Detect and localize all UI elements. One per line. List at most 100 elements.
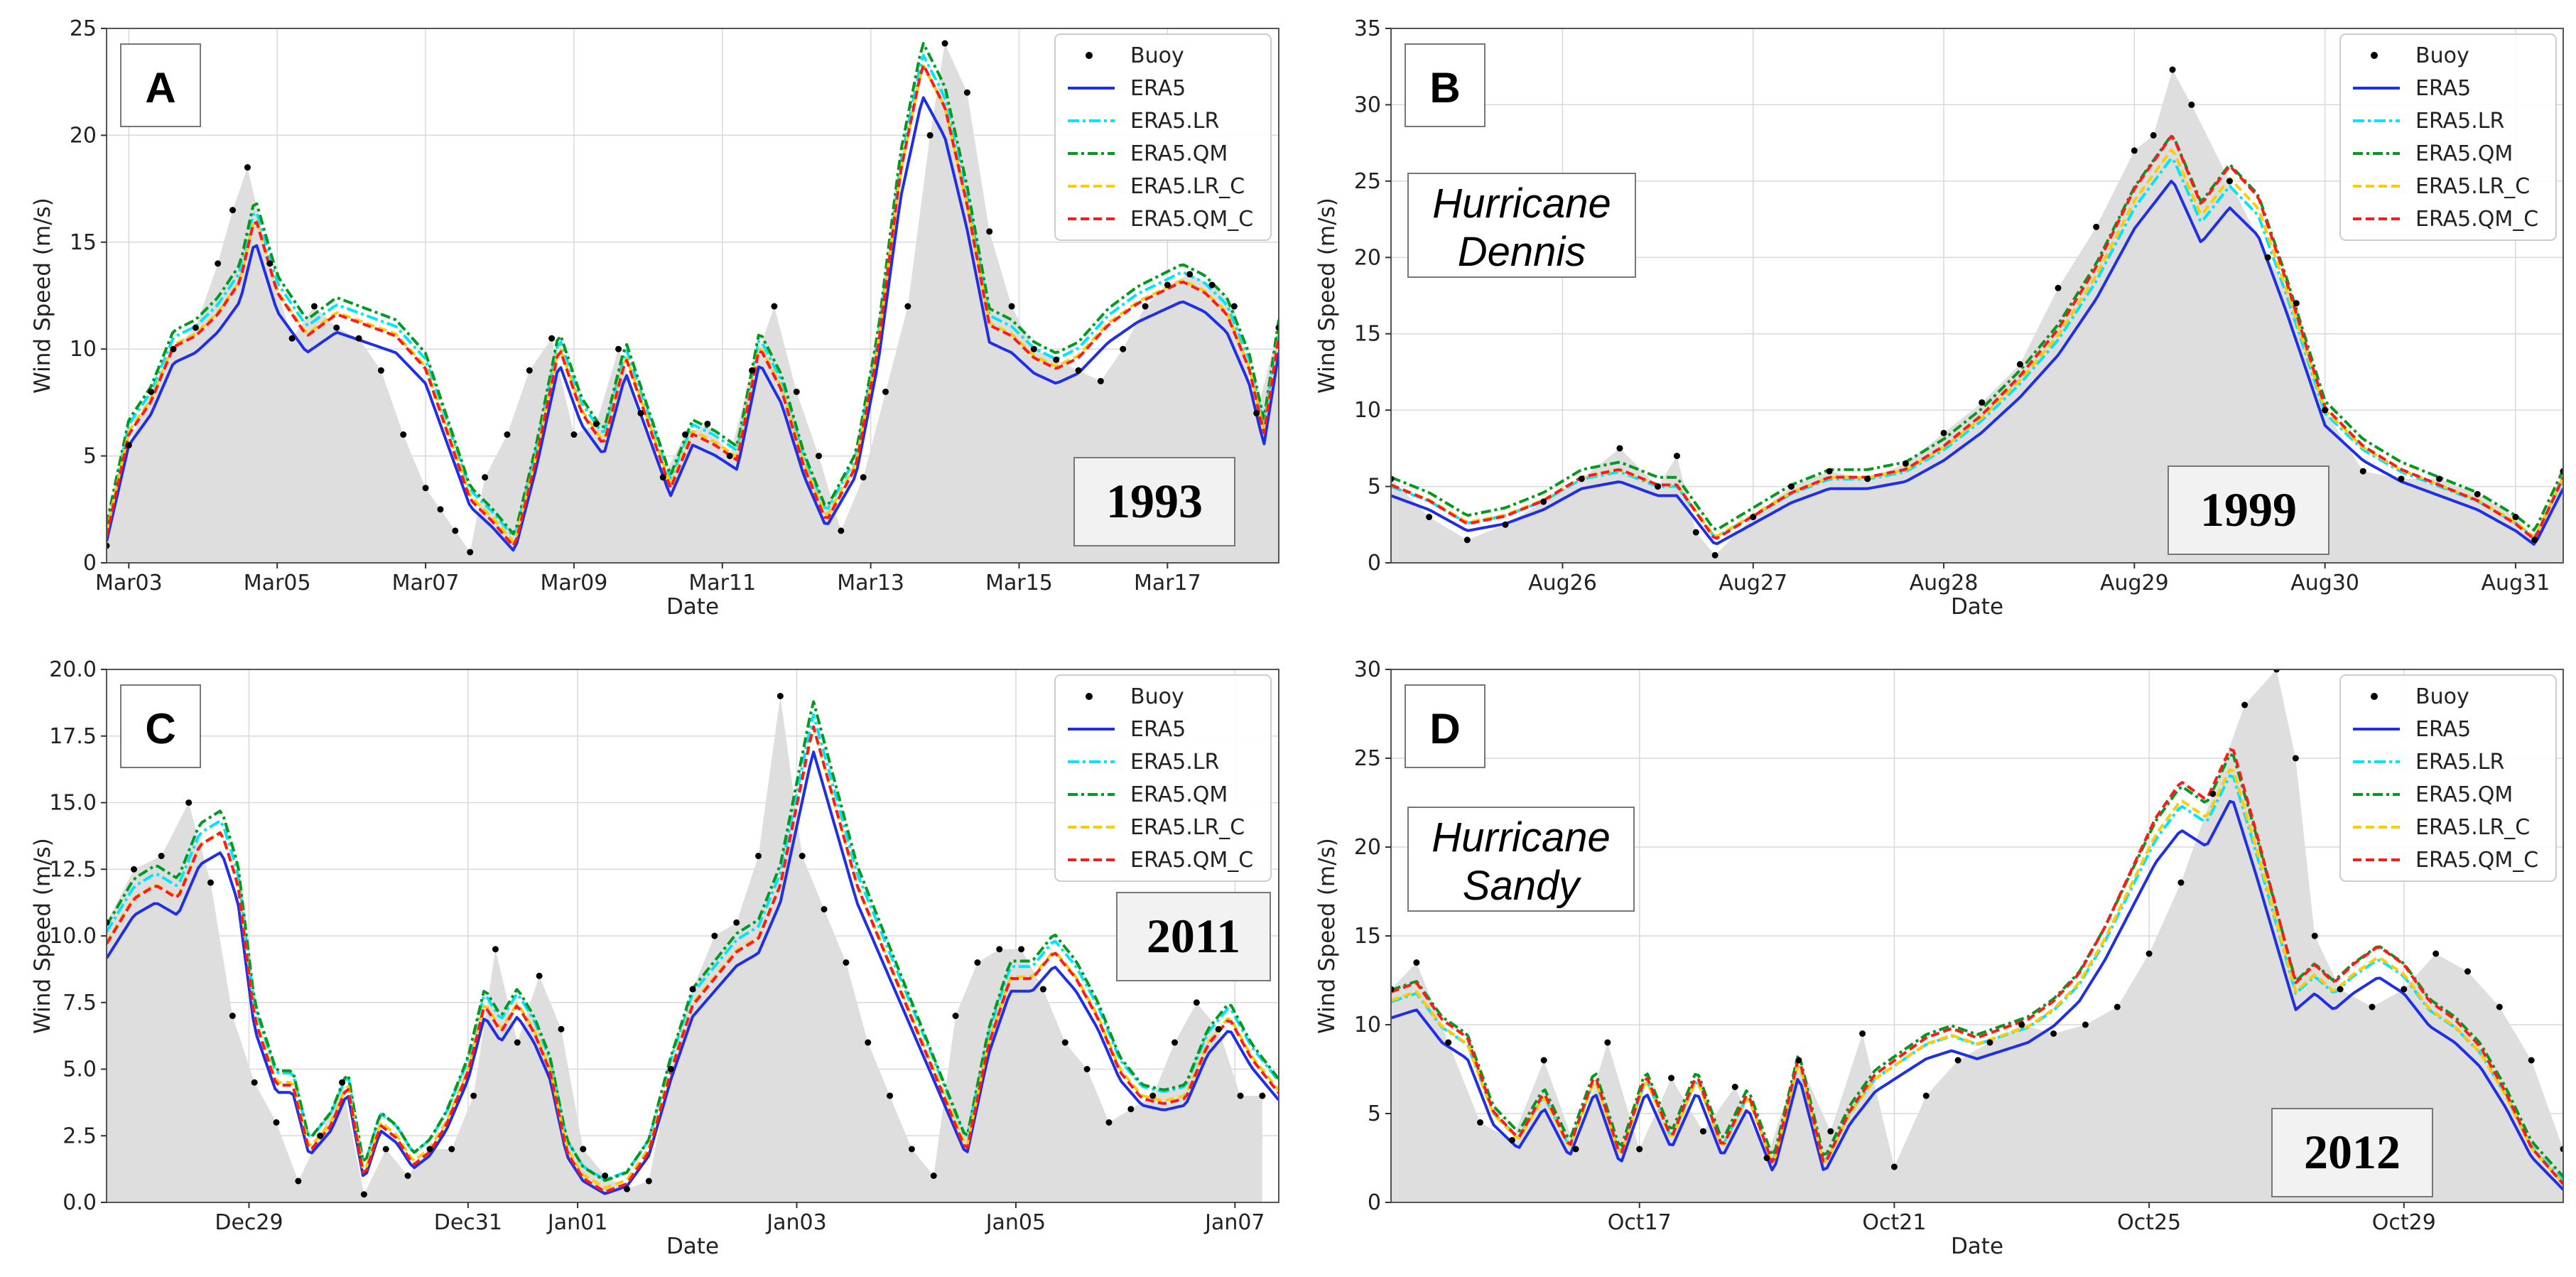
year-label: 1993: [1106, 474, 1203, 528]
buoy-point: [1508, 1137, 1515, 1143]
buoy-point: [1120, 345, 1127, 352]
buoy-point: [592, 420, 600, 427]
x-tick-label: Oct25: [2117, 1210, 2181, 1235]
buoy-point: [1540, 498, 1547, 505]
buoy-point: [2398, 475, 2405, 483]
legend-label: ERA5.LR: [2415, 109, 2504, 134]
y-tick-label: 10: [1354, 1013, 1381, 1038]
legend-label: ERA5.LR_C: [1130, 174, 1245, 199]
buoy-point: [1237, 1092, 1244, 1099]
buoy-point: [1954, 1057, 1961, 1064]
buoy-point: [244, 164, 251, 171]
legend-label: ERA5.LR_C: [2415, 174, 2530, 199]
buoy-point: [1902, 460, 1909, 467]
year-box: [1116, 892, 1271, 981]
buoy-point: [2474, 490, 2481, 497]
x-tick-label: Dec29: [215, 1210, 283, 1235]
buoy-point: [437, 506, 444, 513]
year-box: [2271, 1108, 2433, 1197]
buoy-point: [514, 1039, 521, 1046]
x-tick-label: Jan01: [546, 1210, 607, 1235]
panel-letter-box: [120, 43, 201, 127]
x-tick-label: Jan05: [985, 1210, 1046, 1235]
series-line-era5-lr: [1391, 156, 2563, 539]
panel-letter: B: [1429, 64, 1460, 112]
legend-label: ERA5.QM_C: [1130, 207, 1253, 232]
buoy-filled-area: [1391, 70, 2563, 563]
buoy-point: [158, 853, 165, 859]
buoy-point: [2322, 406, 2329, 414]
legend-label: ERA5.LR: [2415, 750, 2504, 775]
x-tick-label: Jan03: [765, 1210, 826, 1235]
hurricane-annotation-line: Sandy: [1463, 863, 1581, 909]
buoy-point: [492, 946, 499, 953]
legend-label: Buoy: [2415, 684, 2469, 709]
plot-frame: [1390, 28, 2564, 564]
series-line-era5-qm-c: [1391, 134, 2563, 541]
x-tick-label: Mar13: [837, 571, 904, 596]
hurricane-annotation-box: [1407, 807, 1635, 912]
legend-label: ERA5.LR_C: [1130, 815, 1245, 840]
buoy-point: [192, 324, 199, 331]
x-tick-label: Aug26: [1528, 571, 1597, 596]
buoy-point: [1940, 429, 1947, 436]
buoy-point: [704, 420, 711, 427]
buoy-point: [2496, 1003, 2503, 1011]
buoy-point: [558, 1025, 565, 1033]
buoy-point: [1186, 271, 1194, 278]
x-tick-label: Oct17: [1608, 1210, 1672, 1235]
buoy-point: [1193, 999, 1200, 1006]
x-axis-label: Date: [666, 594, 719, 620]
plot-frame: [106, 28, 1279, 564]
panel-letter-box: [1405, 684, 1485, 768]
buoy-filled-area: [107, 43, 1279, 563]
buoy-point: [2093, 223, 2100, 230]
legend-label: Buoy: [2415, 43, 2469, 68]
series-line-era5-qm-c: [107, 725, 1279, 1193]
buoy-point: [2241, 701, 2248, 708]
legend-label: ERA5.QM_C: [2415, 848, 2538, 873]
legend-marker-buoy: [1086, 52, 1093, 59]
buoy-point: [295, 1178, 302, 1185]
legend-label: ERA5: [2415, 76, 2471, 101]
x-tick-label: Oct21: [1862, 1210, 1926, 1235]
buoy-point: [941, 40, 948, 47]
buoy-point: [215, 260, 222, 267]
legend-marker-buoy: [2371, 693, 2378, 700]
buoy-point: [1763, 1155, 1770, 1161]
legend-label: ERA5: [1130, 76, 1186, 101]
x-tick-label: Jan07: [1203, 1210, 1265, 1235]
buoy-point: [1986, 1039, 1993, 1046]
series-line-era5-qm-c: [1391, 748, 2563, 1185]
buoy-point: [1275, 324, 1279, 331]
buoy-point: [1030, 345, 1037, 352]
buoy-point: [382, 1146, 389, 1153]
x-tick-label: Aug27: [1719, 571, 1787, 596]
y-tick-label: 30: [1354, 92, 1381, 117]
buoy-point: [2436, 475, 2443, 483]
x-tick-label: Mar05: [244, 571, 311, 596]
buoy-point: [185, 799, 193, 806]
buoy-point: [2082, 1021, 2089, 1028]
x-tick-label: Aug31: [2482, 571, 2550, 596]
y-tick-label: 5.0: [63, 1057, 97, 1082]
buoy-point: [2560, 1146, 2563, 1153]
y-tick-label: 15.0: [49, 791, 97, 816]
y-tick-label: 0.0: [63, 1190, 97, 1215]
y-tick-label: 7.5: [63, 991, 97, 1015]
y-tick-label: 0: [83, 551, 97, 576]
buoy-point: [1075, 367, 1082, 374]
buoy-point: [526, 367, 533, 374]
buoy-point: [2177, 879, 2185, 886]
buoy-point: [1578, 475, 1585, 483]
buoy-point: [2016, 361, 2023, 368]
legend-label: ERA5.QM_C: [1130, 848, 1253, 873]
buoy-point: [1391, 475, 1395, 483]
buoy-point: [1463, 537, 1471, 544]
plot-content: [107, 40, 1279, 563]
y-tick-label: 0: [1368, 551, 1381, 576]
year-box: [1073, 457, 1235, 546]
buoy-point: [131, 866, 138, 873]
buoy-point: [1699, 1128, 1706, 1135]
buoy-point: [107, 919, 110, 926]
